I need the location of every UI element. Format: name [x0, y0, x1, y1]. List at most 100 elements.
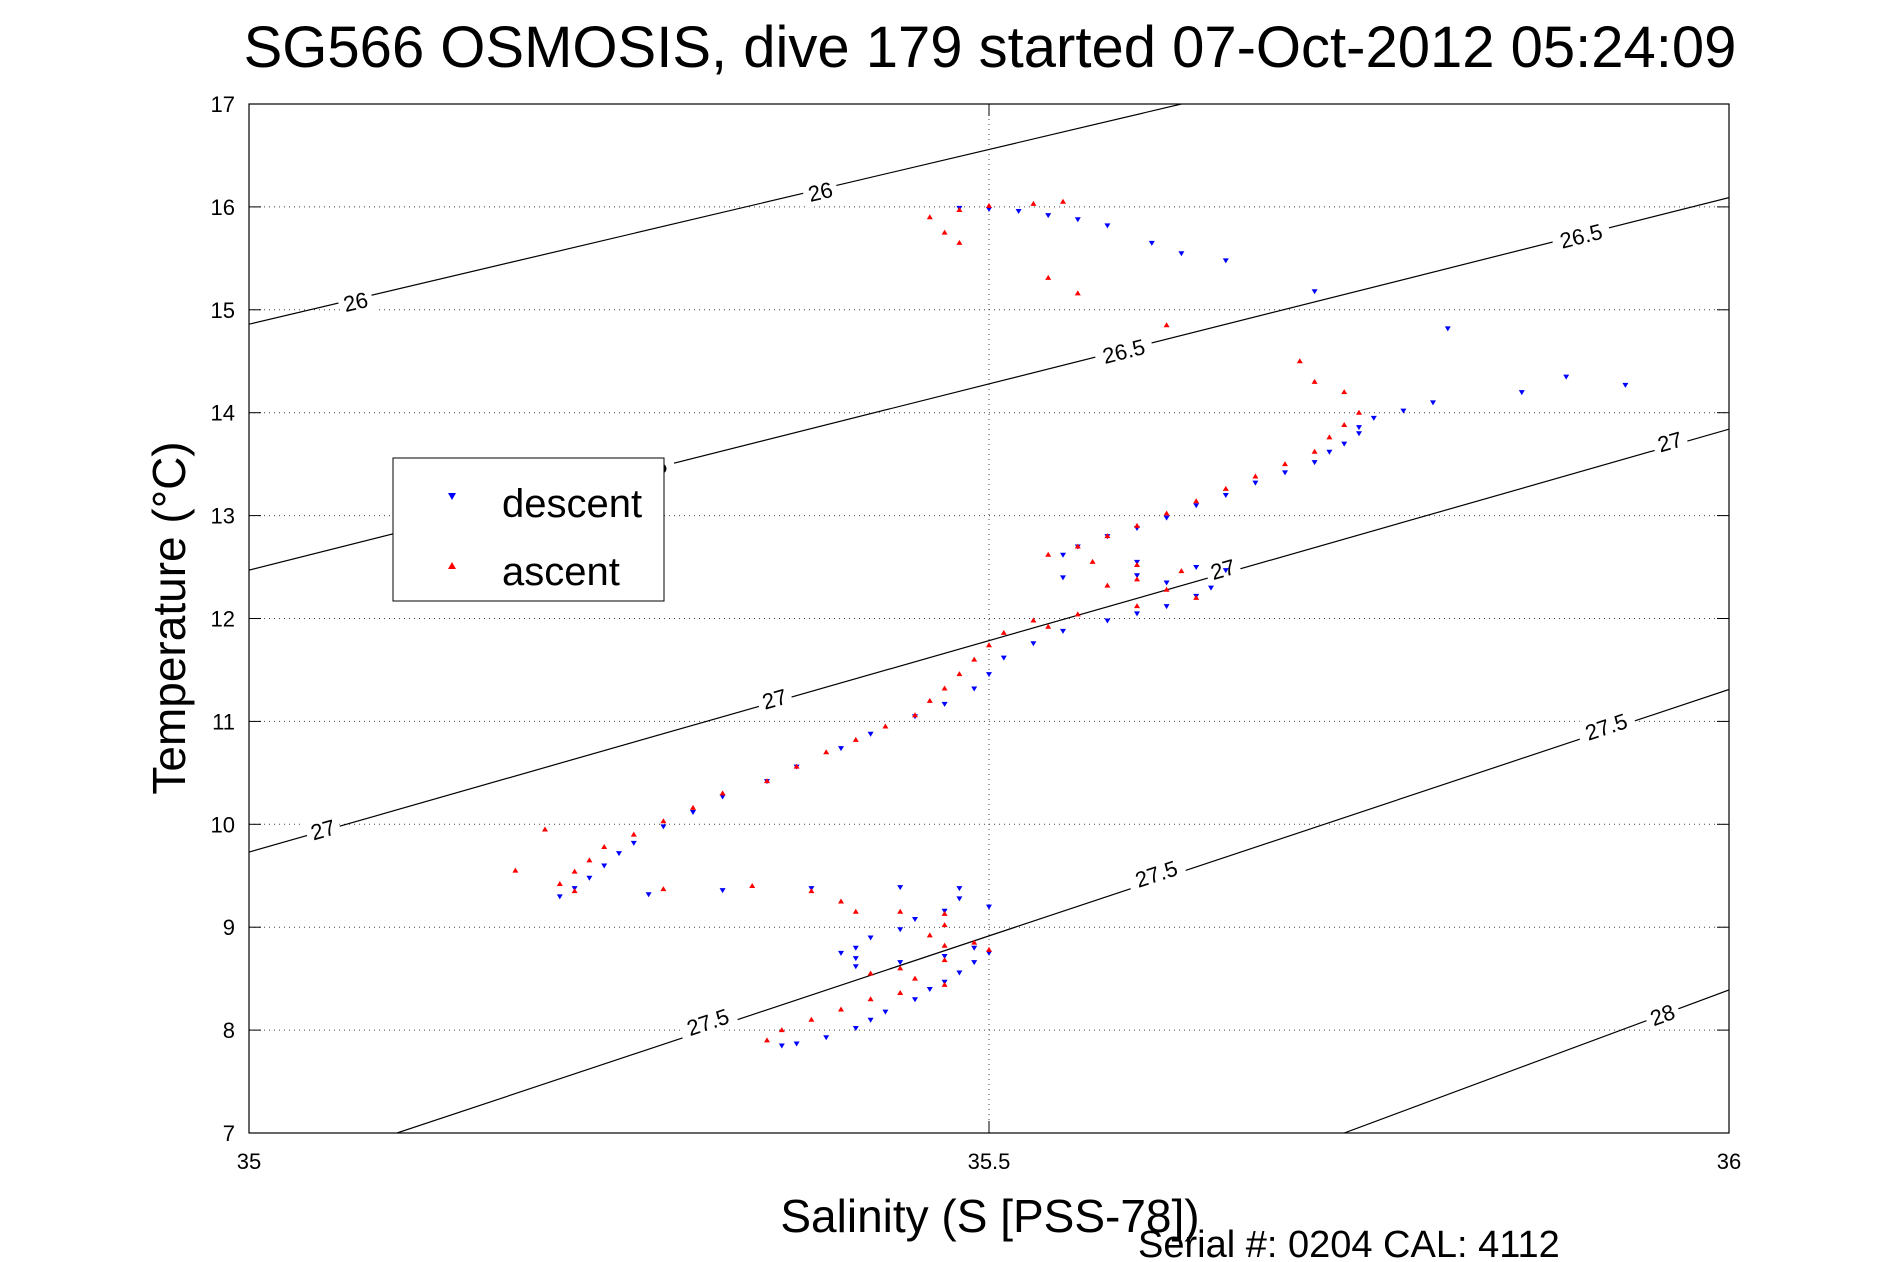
ascent-point [986, 642, 992, 648]
descent-point [601, 863, 608, 869]
ascent-point [1311, 448, 1318, 454]
contour-label-background [800, 174, 840, 209]
descent-point [1356, 425, 1362, 431]
ascent-point [867, 970, 874, 976]
contour-label-background [1202, 551, 1243, 587]
isopycnal-line [249, 428, 1729, 853]
legend-ascent-label: ascent [502, 550, 620, 594]
ascent-point [852, 736, 859, 742]
ascent-point [571, 868, 578, 874]
descent-point [1222, 493, 1229, 499]
ascent-point [1341, 422, 1348, 428]
ascent-point [941, 229, 948, 235]
descent-point [1163, 515, 1170, 521]
descent-point [867, 935, 874, 941]
descent-point [1518, 390, 1525, 396]
y-tick-label: 13 [211, 504, 235, 529]
ascent-point [778, 1027, 785, 1033]
descent-point [852, 964, 859, 970]
ascent-point [912, 975, 918, 981]
contour-label: 26 [806, 177, 836, 207]
descent-point [852, 945, 859, 951]
x-axis-label: Salinity (S [PSS-78]) [780, 1190, 1199, 1242]
y-tick-label: 15 [211, 298, 235, 323]
y-tick-label: 10 [211, 812, 235, 837]
ascent-point [941, 981, 948, 987]
contour-label-background [336, 285, 376, 319]
ascent-point [838, 898, 844, 904]
descent-point [1060, 575, 1066, 581]
ascent-point [1104, 533, 1111, 539]
ascent-point [882, 723, 889, 729]
contour-label-background [303, 812, 343, 847]
ascent-point [897, 990, 904, 996]
descent-point [852, 956, 859, 962]
descent-point [912, 916, 918, 922]
descent-point [897, 885, 904, 891]
descent-point [793, 1041, 800, 1047]
descent-point [1222, 568, 1229, 574]
ascent-point [1030, 200, 1037, 206]
ascent-point [1163, 586, 1170, 592]
ascent-point [1074, 611, 1081, 617]
ascent-point [764, 778, 770, 784]
descent-point [956, 970, 963, 976]
ascent-point [956, 206, 963, 212]
ascent-point [749, 883, 756, 889]
contour-label-background [1641, 996, 1683, 1033]
y-tick-label: 11 [212, 709, 235, 734]
descent-point [1015, 209, 1022, 215]
ascent-point [838, 1006, 844, 1012]
ascent-point [897, 908, 904, 914]
descent-point [690, 809, 696, 815]
ascent-point [926, 932, 933, 938]
y-axis-label: Temperature (°C) [143, 441, 195, 794]
y-tick-label: 14 [211, 401, 235, 426]
ascent-point [601, 843, 608, 849]
descent-point [941, 701, 948, 707]
ascent-point [941, 922, 948, 928]
descent-point [823, 1035, 830, 1041]
ascent-point [1134, 561, 1140, 567]
ascent-point [586, 857, 593, 863]
descent-point [1341, 441, 1348, 447]
y-tick-label: 12 [211, 607, 235, 632]
ascent-point [971, 656, 978, 662]
contour-label-background [1574, 705, 1638, 749]
ascent-point [808, 1016, 815, 1022]
descent-point [1000, 655, 1007, 661]
chart-title: SG566 OSMOSIS, dive 179 started 07-Oct-2… [244, 15, 1737, 80]
descent-point [1400, 408, 1407, 414]
x-ticks: 35 35.5 36 [237, 104, 1741, 1174]
descent-point [1193, 565, 1200, 571]
descent-point [1222, 258, 1229, 264]
ascent-point [1045, 551, 1052, 557]
ascent-point [986, 202, 992, 208]
serial-cal-footer: Serial #: 0204 CAL: 4112 [1138, 1224, 1560, 1262]
descent-point [956, 896, 963, 902]
descent-point [719, 888, 726, 894]
descent-point [1045, 213, 1052, 219]
ascent-point [926, 697, 933, 703]
legend: descent ascent [392, 457, 665, 602]
descent-point [1074, 217, 1081, 223]
descent-point [867, 731, 874, 737]
ascent-point [512, 867, 519, 873]
ascent-point [1134, 603, 1140, 609]
ascent-point [542, 826, 548, 832]
descent-point [1430, 400, 1436, 406]
y-tick-label: 9 [223, 915, 235, 940]
contour-label-background [1092, 331, 1155, 371]
descent-point [867, 1017, 874, 1023]
contour-label-background [1549, 216, 1613, 256]
descent-point [1148, 240, 1155, 246]
ascent-point [1311, 378, 1318, 384]
ascent-point [1341, 389, 1348, 395]
descent-point [897, 960, 904, 966]
descent-point [971, 945, 978, 951]
descent-point [1311, 460, 1318, 466]
ascent-point [986, 946, 992, 952]
ascent-point [1000, 629, 1007, 635]
descent-point [956, 886, 963, 892]
